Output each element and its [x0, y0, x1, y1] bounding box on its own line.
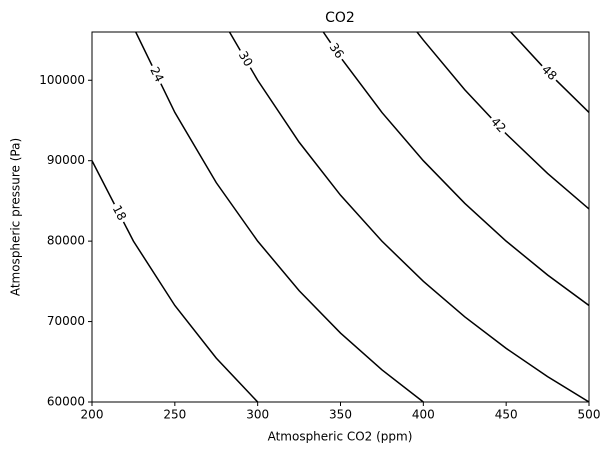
- x-tick-label: 300: [246, 408, 269, 422]
- x-tick-label: 500: [578, 408, 601, 422]
- y-axis-label: Atmospheric pressure (Pa): [9, 138, 23, 296]
- contour-label-bg: [486, 113, 511, 138]
- x-tick-label: 400: [412, 408, 435, 422]
- y-tick-label: 100000: [39, 73, 85, 87]
- x-tick-label: 450: [495, 408, 518, 422]
- x-tick-label: 350: [329, 408, 352, 422]
- contour-line: [416, 32, 589, 210]
- contour-line: [92, 160, 259, 402]
- contour-label-bg: [108, 200, 130, 226]
- contour-label-bg: [536, 61, 561, 86]
- x-tick-label: 200: [81, 408, 104, 422]
- contour-label-bg: [324, 38, 348, 64]
- contour-line: [135, 32, 424, 402]
- contour-label-bg: [234, 46, 257, 72]
- contour-label: 30: [236, 49, 256, 69]
- contour-label: 18: [110, 203, 129, 223]
- y-tick-label: 80000: [47, 234, 85, 248]
- contour-label-group: 24: [145, 62, 168, 87]
- x-axis-label: Atmospheric CO2 (ppm): [268, 430, 413, 444]
- contour-line: [322, 32, 589, 307]
- contour-label-group: 42: [486, 113, 511, 138]
- contour-label: 24: [147, 65, 166, 85]
- chart-title: CO2: [325, 10, 355, 26]
- contour-label-bg: [145, 62, 168, 87]
- y-tick-label: 60000: [47, 395, 85, 409]
- contour-line: [228, 32, 589, 402]
- contour-label-group: 30: [234, 46, 257, 72]
- contour-label-group: 18: [108, 200, 130, 226]
- contour-label-group: 36: [324, 38, 348, 64]
- x-tick-label: 250: [163, 408, 186, 422]
- y-tick-label: 70000: [47, 314, 85, 328]
- contour-label-group: 48: [536, 61, 561, 86]
- y-tick-label: 90000: [47, 153, 85, 167]
- plot-frame: [91, 31, 590, 403]
